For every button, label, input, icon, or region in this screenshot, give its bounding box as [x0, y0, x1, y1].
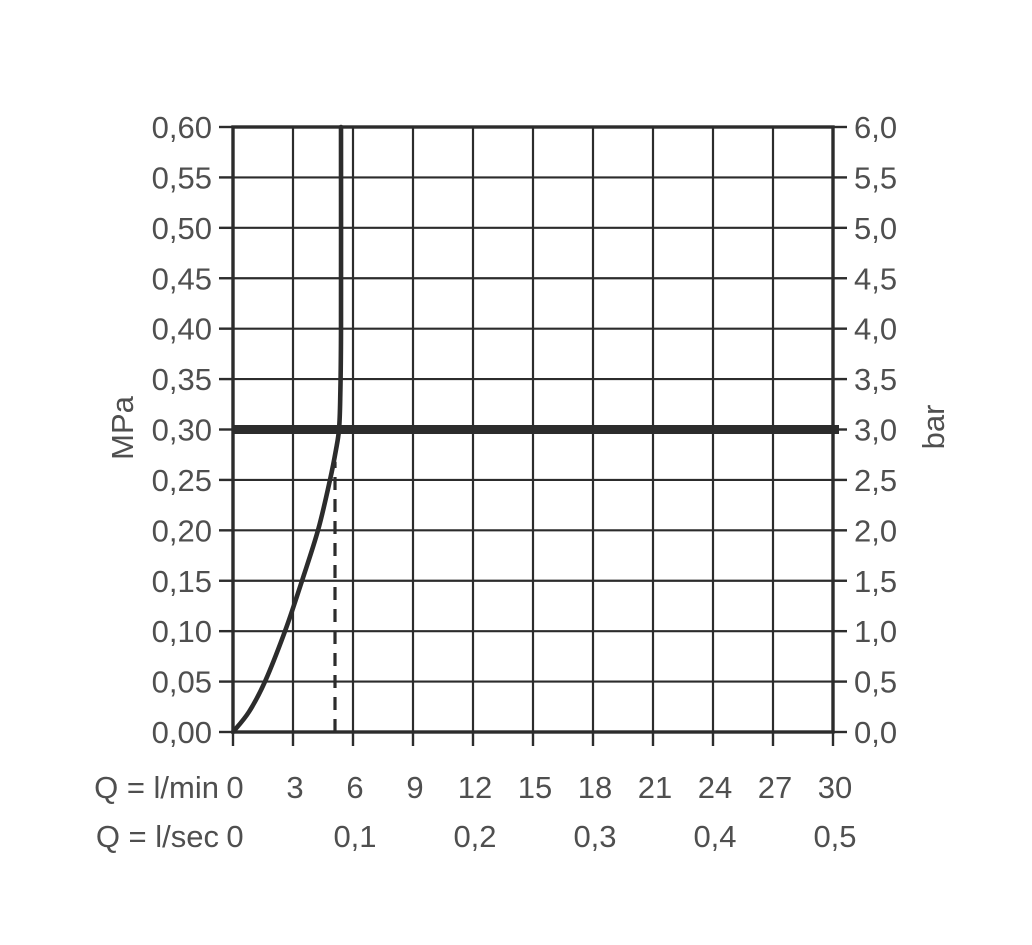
left-axis-tick-label: 0,15	[152, 564, 212, 599]
right-axis-tick-label: 3,0	[854, 413, 897, 448]
right-axis-tick-label: 0,5	[854, 665, 897, 700]
right-axis-tick-label: 1,0	[854, 614, 897, 649]
left-axis-tick-label: 0,40	[152, 312, 212, 347]
axis-labels: 0,600,550,500,450,400,350,300,250,200,15…	[94, 110, 951, 854]
x-axis-lmin-tick-label: 9	[406, 770, 423, 805]
x-axis-lmin-tick-label: 27	[758, 770, 792, 805]
left-axis-tick-label: 0,10	[152, 614, 212, 649]
left-axis-unit-label: MPa	[105, 395, 140, 460]
x-axis-lmin-tick-label: 24	[698, 770, 732, 805]
x-axis-lsec-unit-label: Q = l/sec	[96, 819, 219, 854]
x-axis-lmin-tick-label: 0	[226, 770, 243, 805]
left-axis-tick-label: 0,30	[152, 413, 212, 448]
x-axis-lsec-tick-label: 0,1	[333, 819, 376, 854]
right-axis-tick-label: 1,5	[854, 564, 897, 599]
right-axis-unit-label: bar	[916, 405, 951, 450]
left-axis-tick-label: 0,25	[152, 463, 212, 498]
axis-ticks	[219, 125, 847, 746]
x-axis-lmin-tick-label: 15	[518, 770, 552, 805]
right-axis-tick-label: 2,5	[854, 463, 897, 498]
grid-lines	[233, 127, 833, 732]
left-axis-tick-label: 0,55	[152, 160, 212, 195]
x-axis-lmin-tick-label: 18	[578, 770, 612, 805]
pressure-flow-curve	[230, 124, 344, 735]
reference-line-group	[233, 425, 839, 732]
left-axis-tick-label: 0,35	[152, 362, 212, 397]
x-axis-lsec-tick-label: 0,3	[573, 819, 616, 854]
left-axis-tick-label: 0,60	[152, 110, 212, 145]
x-axis-lmin-tick-label: 21	[638, 770, 672, 805]
left-axis-tick-label: 0,00	[152, 715, 212, 750]
right-axis-tick-label: 5,5	[854, 160, 897, 195]
series-group	[230, 124, 344, 735]
x-axis-lmin-unit-label: Q = l/min	[94, 770, 219, 805]
right-axis-tick-label: 4,5	[854, 261, 897, 296]
x-axis-lmin-tick-label: 30	[818, 770, 852, 805]
x-axis-lmin-tick-label: 12	[458, 770, 492, 805]
right-axis-tick-label: 3,5	[854, 362, 897, 397]
left-axis-tick-label: 0,20	[152, 513, 212, 548]
right-axis-tick-label: 5,0	[854, 211, 897, 246]
x-axis-lmin-tick-label: 3	[286, 770, 303, 805]
right-axis-tick-label: 4,0	[854, 312, 897, 347]
right-axis-tick-label: 2,0	[854, 513, 897, 548]
left-axis-tick-label: 0,05	[152, 665, 212, 700]
left-axis-tick-label: 0,45	[152, 261, 212, 296]
right-axis-tick-label: 6,0	[854, 110, 897, 145]
left-axis-tick-label: 0,50	[152, 211, 212, 246]
x-axis-lsec-tick-label: 0	[226, 819, 243, 854]
x-axis-lsec-tick-label: 0,5	[813, 819, 856, 854]
x-axis-lsec-tick-label: 0,2	[453, 819, 496, 854]
x-axis-lmin-tick-label: 6	[346, 770, 363, 805]
x-axis-lsec-tick-label: 0,4	[693, 819, 736, 854]
right-axis-tick-label: 0,0	[854, 715, 897, 750]
